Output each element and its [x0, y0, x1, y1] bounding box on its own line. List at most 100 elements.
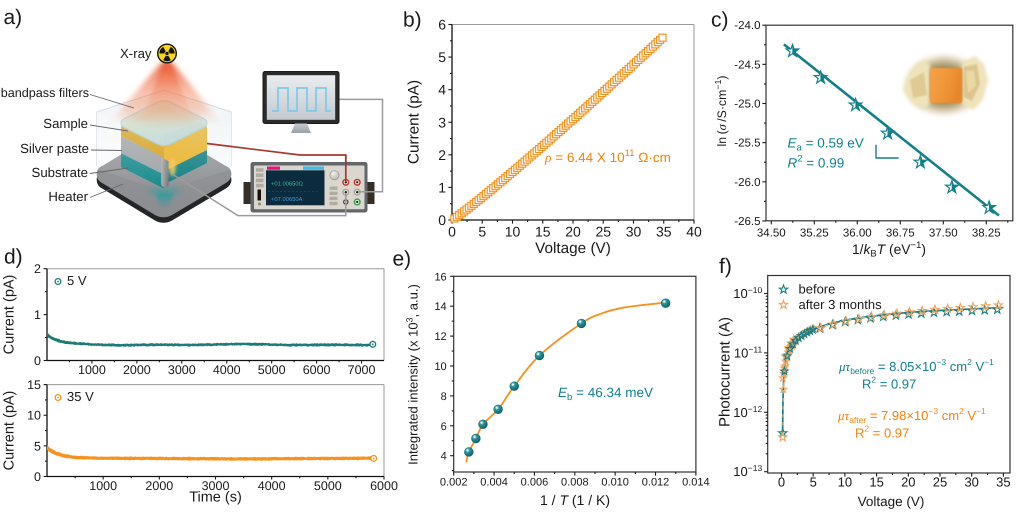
svg-text:-25.5: -25.5 — [734, 138, 760, 150]
svg-text:2: 2 — [34, 262, 41, 276]
svg-text:μτafter = 7.98×10−3 cm2 V−1: μτafter = 7.98×10−3 cm2 V−1 — [837, 406, 986, 425]
svg-text:-26.5: -26.5 — [734, 216, 760, 228]
svg-text:35 V: 35 V — [67, 389, 94, 404]
svg-text:4: 4 — [438, 82, 446, 98]
svg-text:1: 1 — [438, 179, 446, 195]
svg-text:6000: 6000 — [370, 479, 398, 493]
svg-text:1: 1 — [34, 308, 41, 322]
svg-text:0.008: 0.008 — [561, 477, 589, 489]
svg-text:36.75: 36.75 — [886, 228, 915, 240]
svg-text:0: 0 — [438, 212, 446, 228]
svg-text:Time (s): Time (s) — [189, 490, 242, 506]
svg-text:Eb = 46.34 meV: Eb = 46.34 meV — [558, 385, 653, 403]
svg-text:0: 0 — [34, 470, 41, 484]
svg-text:μτbefore = 8.05×10−3 cm2 V−1: μτbefore = 8.05×10−3 cm2 V−1 — [838, 357, 994, 376]
svg-text:10: 10 — [838, 475, 852, 490]
svg-text:Ea = 0.59 eV: Ea = 0.59 eV — [788, 136, 864, 154]
svg-text:4000: 4000 — [258, 479, 286, 493]
svg-text:14: 14 — [434, 301, 446, 313]
svg-text:R2 = 0.97: R2 = 0.97 — [855, 424, 909, 441]
svg-text:-26.0: -26.0 — [734, 177, 760, 189]
svg-text:4000: 4000 — [213, 363, 241, 377]
svg-text:25: 25 — [933, 475, 947, 490]
svg-text:15: 15 — [535, 224, 551, 240]
svg-text:0.006: 0.006 — [521, 477, 549, 489]
svg-text:30: 30 — [626, 224, 642, 240]
svg-text:5: 5 — [810, 475, 817, 490]
svg-text:34.50: 34.50 — [757, 228, 786, 240]
svg-text:0: 0 — [448, 224, 456, 240]
svg-text:0.010: 0.010 — [601, 477, 629, 489]
svg-text:0.002: 0.002 — [440, 477, 468, 489]
svg-text:-24.5: -24.5 — [734, 59, 760, 71]
svg-text:3000: 3000 — [202, 479, 230, 493]
svg-text:d): d) — [4, 246, 23, 269]
svg-text:0: 0 — [778, 475, 785, 490]
svg-text:2000: 2000 — [123, 363, 151, 377]
svg-text:15: 15 — [869, 475, 883, 490]
svg-text:f): f) — [719, 255, 732, 278]
svg-text:30: 30 — [964, 475, 978, 490]
svg-text:7000: 7000 — [348, 363, 376, 377]
svg-text:40: 40 — [686, 224, 702, 240]
svg-text:e): e) — [393, 248, 412, 271]
svg-text:-24.0: -24.0 — [734, 20, 760, 32]
svg-text:Integrated intensity (x 103, a: Integrated intensity (x 103, a.u.) — [405, 284, 421, 465]
svg-text:Voltage (V): Voltage (V) — [858, 494, 925, 509]
svg-text:+07.00650A: +07.00650A — [271, 196, 303, 203]
svg-text:8: 8 — [441, 391, 447, 403]
svg-text:0: 0 — [34, 354, 41, 368]
svg-text:Silver paste: Silver paste — [20, 141, 89, 156]
svg-text:0.014: 0.014 — [682, 477, 710, 489]
svg-text:Current (pA): Current (pA) — [406, 80, 423, 164]
svg-text:+01.00650Ω: +01.00650Ω — [271, 181, 304, 188]
svg-text:R2 = 0.97: R2 = 0.97 — [862, 375, 916, 392]
svg-text:12: 12 — [434, 331, 446, 343]
svg-text:a): a) — [4, 6, 23, 29]
svg-text:6: 6 — [441, 421, 447, 433]
svg-text:ρ = 6.44 X 1011 Ω·cm: ρ = 6.44 X 1011 Ω·cm — [544, 148, 671, 165]
svg-text:2: 2 — [438, 147, 446, 163]
svg-text:5000: 5000 — [258, 363, 286, 377]
svg-text:15: 15 — [27, 378, 41, 392]
svg-text:5: 5 — [478, 224, 486, 240]
svg-text:37.50: 37.50 — [929, 228, 958, 240]
svg-text:10: 10 — [434, 361, 446, 373]
svg-text:0.004: 0.004 — [480, 477, 508, 489]
svg-text:-25.0: -25.0 — [734, 99, 760, 111]
svg-text:38.25: 38.25 — [972, 228, 1001, 240]
svg-text:3000: 3000 — [168, 363, 196, 377]
svg-text:16: 16 — [434, 271, 446, 283]
svg-text:3: 3 — [438, 114, 446, 130]
svg-text:Photocurrent (A): Photocurrent (A) — [717, 317, 734, 427]
svg-text:25: 25 — [595, 224, 611, 240]
svg-text:b): b) — [403, 9, 422, 32]
svg-text:Current (pA): Current (pA) — [2, 275, 18, 355]
svg-text:20: 20 — [901, 475, 915, 490]
svg-text:Voltage (V): Voltage (V) — [535, 240, 611, 257]
svg-text:35: 35 — [656, 224, 672, 240]
svg-text:Substrate: Substrate — [32, 165, 88, 180]
svg-text:6: 6 — [438, 17, 446, 33]
svg-text:35: 35 — [996, 475, 1010, 490]
svg-text:0.012: 0.012 — [642, 477, 670, 489]
svg-text:1000: 1000 — [89, 479, 117, 493]
svg-text:10: 10 — [505, 224, 521, 240]
svg-text:6000: 6000 — [303, 363, 331, 377]
svg-text:10: 10 — [27, 409, 41, 423]
svg-text:20: 20 — [565, 224, 581, 240]
svg-text:X-ray: X-ray — [120, 46, 152, 61]
svg-text:Heater: Heater — [48, 189, 88, 204]
svg-text:c): c) — [711, 9, 729, 32]
svg-text:2000: 2000 — [145, 479, 173, 493]
svg-text:1000: 1000 — [78, 363, 106, 377]
svg-text:5000: 5000 — [314, 479, 342, 493]
svg-text:36.00: 36.00 — [843, 228, 872, 240]
svg-text:5: 5 — [438, 49, 446, 65]
svg-text:5: 5 — [34, 439, 41, 453]
svg-text:R2 = 0.99: R2 = 0.99 — [788, 154, 845, 171]
svg-text:Sample: Sample — [43, 116, 88, 131]
svg-text:35.25: 35.25 — [800, 228, 829, 240]
svg-text:bandpass filters: bandpass filters — [1, 86, 89, 100]
svg-text:before: before — [799, 282, 836, 297]
